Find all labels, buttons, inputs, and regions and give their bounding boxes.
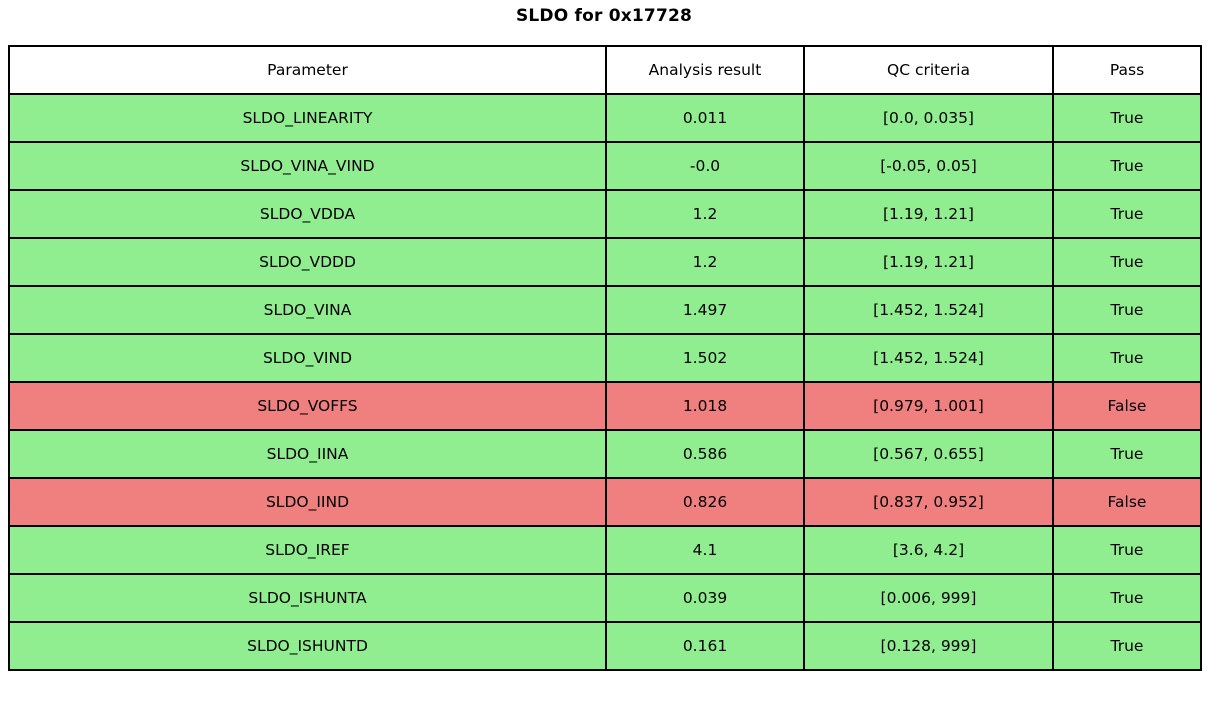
cell-criteria: [0.567, 0.655] <box>803 429 1054 479</box>
cell-criteria: [0.128, 999] <box>803 621 1054 671</box>
cell-parameter: SLDO_IINA <box>8 429 607 479</box>
cell-result: 1.497 <box>605 285 805 335</box>
cell-pass: True <box>1052 621 1202 671</box>
cell-result: 1.018 <box>605 381 805 431</box>
cell-criteria: [0.979, 1.001] <box>803 381 1054 431</box>
cell-parameter: SLDO_IIND <box>8 477 607 527</box>
cell-parameter: SLDO_VDDA <box>8 189 607 239</box>
cell-pass: True <box>1052 93 1202 143</box>
table-row: SLDO_VIND 1.502 [1.452, 1.524] True <box>8 333 1202 383</box>
cell-pass: True <box>1052 189 1202 239</box>
cell-pass: True <box>1052 285 1202 335</box>
cell-criteria: [-0.05, 0.05] <box>803 141 1054 191</box>
cell-parameter: SLDO_VDDD <box>8 237 607 287</box>
table-row: SLDO_VOFFS 1.018 [0.979, 1.001] False <box>8 381 1202 431</box>
cell-pass: True <box>1052 525 1202 575</box>
table-row: SLDO_VINA 1.497 [1.452, 1.524] True <box>8 285 1202 335</box>
cell-pass: True <box>1052 429 1202 479</box>
cell-result: -0.0 <box>605 141 805 191</box>
cell-result: 0.586 <box>605 429 805 479</box>
table-row: SLDO_IREF 4.1 [3.6, 4.2] True <box>8 525 1202 575</box>
cell-parameter: SLDO_VIND <box>8 333 607 383</box>
cell-result: 1.502 <box>605 333 805 383</box>
table-body: SLDO_LINEARITY 0.011 [0.0, 0.035] True S… <box>8 93 1202 671</box>
column-header-pass: Pass <box>1052 45 1202 95</box>
cell-criteria: [3.6, 4.2] <box>803 525 1054 575</box>
cell-result: 4.1 <box>605 525 805 575</box>
cell-result: 1.2 <box>605 237 805 287</box>
cell-parameter: SLDO_VOFFS <box>8 381 607 431</box>
table-row: SLDO_VDDD 1.2 [1.19, 1.21] True <box>8 237 1202 287</box>
cell-pass: True <box>1052 333 1202 383</box>
cell-result: 1.2 <box>605 189 805 239</box>
cell-pass: False <box>1052 477 1202 527</box>
qc-results-table: Parameter Analysis result QC criteria Pa… <box>8 45 1202 671</box>
table-header-row: Parameter Analysis result QC criteria Pa… <box>8 45 1202 95</box>
cell-result: 0.039 <box>605 573 805 623</box>
cell-pass: False <box>1052 381 1202 431</box>
cell-criteria: [1.452, 1.524] <box>803 285 1054 335</box>
cell-criteria: [1.452, 1.524] <box>803 333 1054 383</box>
cell-result: 0.161 <box>605 621 805 671</box>
cell-parameter: SLDO_IREF <box>8 525 607 575</box>
cell-parameter: SLDO_VINA_VIND <box>8 141 607 191</box>
cell-criteria: [1.19, 1.21] <box>803 189 1054 239</box>
cell-criteria: [0.006, 999] <box>803 573 1054 623</box>
cell-parameter: SLDO_LINEARITY <box>8 93 607 143</box>
cell-pass: True <box>1052 141 1202 191</box>
table-row: SLDO_IINA 0.586 [0.567, 0.655] True <box>8 429 1202 479</box>
cell-criteria: [0.0, 0.035] <box>803 93 1054 143</box>
cell-criteria: [0.837, 0.952] <box>803 477 1054 527</box>
cell-result: 0.011 <box>605 93 805 143</box>
cell-parameter: SLDO_ISHUNTD <box>8 621 607 671</box>
cell-pass: True <box>1052 573 1202 623</box>
table-row: SLDO_ISHUNTA 0.039 [0.006, 999] True <box>8 573 1202 623</box>
cell-parameter: SLDO_ISHUNTA <box>8 573 607 623</box>
table-row: SLDO_IIND 0.826 [0.837, 0.952] False <box>8 477 1202 527</box>
table-row: SLDO_LINEARITY 0.011 [0.0, 0.035] True <box>8 93 1202 143</box>
table-row: SLDO_VDDA 1.2 [1.19, 1.21] True <box>8 189 1202 239</box>
cell-result: 0.826 <box>605 477 805 527</box>
table-row: SLDO_VINA_VIND -0.0 [-0.05, 0.05] True <box>8 141 1202 191</box>
cell-parameter: SLDO_VINA <box>8 285 607 335</box>
column-header-qc-criteria: QC criteria <box>803 45 1054 95</box>
column-header-analysis-result: Analysis result <box>605 45 805 95</box>
cell-pass: True <box>1052 237 1202 287</box>
cell-criteria: [1.19, 1.21] <box>803 237 1054 287</box>
page-title: SLDO for 0x17728 <box>515 6 693 26</box>
column-header-parameter: Parameter <box>8 45 607 95</box>
table-row: SLDO_ISHUNTD 0.161 [0.128, 999] True <box>8 621 1202 671</box>
